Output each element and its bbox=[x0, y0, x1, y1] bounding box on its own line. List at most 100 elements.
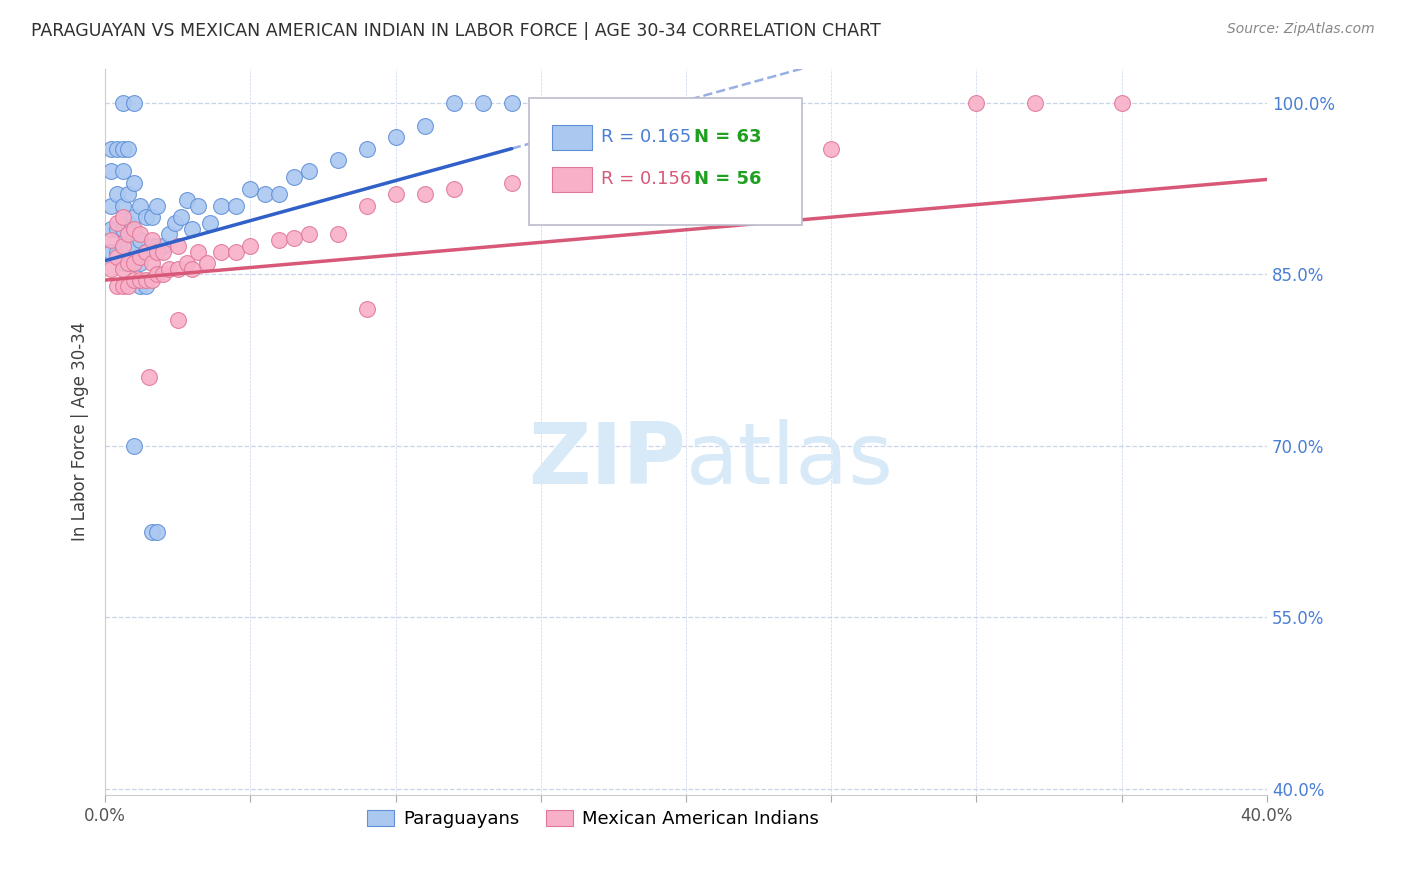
Point bbox=[558, 176, 581, 190]
Point bbox=[443, 181, 465, 195]
Point bbox=[105, 216, 128, 230]
Point bbox=[283, 170, 305, 185]
Point bbox=[326, 153, 349, 167]
Point bbox=[501, 95, 523, 110]
Point bbox=[100, 142, 122, 156]
Point bbox=[111, 164, 134, 178]
Point bbox=[225, 199, 247, 213]
Point bbox=[146, 239, 169, 253]
Point bbox=[122, 273, 145, 287]
Point bbox=[239, 181, 262, 195]
Point bbox=[117, 239, 139, 253]
Point bbox=[111, 261, 134, 276]
Point bbox=[141, 273, 163, 287]
Point bbox=[105, 278, 128, 293]
Point bbox=[100, 221, 122, 235]
Text: atlas: atlas bbox=[686, 419, 894, 502]
Text: N = 56: N = 56 bbox=[695, 169, 762, 188]
Point bbox=[269, 187, 291, 202]
Point bbox=[111, 221, 134, 235]
Point bbox=[105, 187, 128, 202]
Point bbox=[1024, 95, 1046, 110]
Point bbox=[129, 233, 152, 247]
Point bbox=[195, 256, 218, 270]
Point bbox=[135, 244, 157, 259]
Point bbox=[356, 301, 378, 316]
Point bbox=[117, 256, 139, 270]
Point bbox=[146, 524, 169, 539]
Point bbox=[163, 216, 186, 230]
Point bbox=[129, 250, 152, 264]
Point bbox=[138, 370, 160, 384]
Point bbox=[225, 244, 247, 259]
Point bbox=[356, 142, 378, 156]
Point bbox=[129, 278, 152, 293]
Point bbox=[111, 278, 134, 293]
Point bbox=[966, 95, 988, 110]
Point bbox=[100, 233, 122, 247]
FancyBboxPatch shape bbox=[553, 125, 592, 150]
Text: N = 63: N = 63 bbox=[695, 128, 762, 145]
Point bbox=[129, 199, 152, 213]
Point bbox=[122, 210, 145, 224]
Point bbox=[146, 268, 169, 282]
Point bbox=[166, 261, 188, 276]
Point bbox=[111, 239, 134, 253]
Point bbox=[152, 268, 174, 282]
Point bbox=[111, 199, 134, 213]
Point bbox=[141, 233, 163, 247]
Point bbox=[166, 239, 188, 253]
Point bbox=[384, 130, 406, 145]
Text: Source: ZipAtlas.com: Source: ZipAtlas.com bbox=[1227, 22, 1375, 37]
Point bbox=[187, 199, 209, 213]
Point bbox=[617, 164, 640, 178]
Point bbox=[501, 176, 523, 190]
Point bbox=[152, 239, 174, 253]
Point bbox=[129, 227, 152, 242]
Point bbox=[181, 261, 204, 276]
Point bbox=[105, 250, 128, 264]
Point bbox=[675, 153, 697, 167]
Point bbox=[157, 227, 180, 242]
Point bbox=[413, 119, 436, 133]
Point bbox=[141, 210, 163, 224]
FancyBboxPatch shape bbox=[529, 97, 803, 225]
Point bbox=[176, 193, 198, 207]
FancyBboxPatch shape bbox=[553, 168, 592, 192]
Point bbox=[135, 244, 157, 259]
Point bbox=[135, 244, 157, 259]
Point bbox=[122, 95, 145, 110]
Point bbox=[111, 142, 134, 156]
Point bbox=[297, 164, 319, 178]
Y-axis label: In Labor Force | Age 30-34: In Labor Force | Age 30-34 bbox=[72, 322, 89, 541]
Point bbox=[117, 216, 139, 230]
Point bbox=[239, 239, 262, 253]
Point bbox=[326, 227, 349, 242]
Point bbox=[253, 187, 276, 202]
Text: ZIP: ZIP bbox=[529, 419, 686, 502]
Point bbox=[135, 210, 157, 224]
Point bbox=[100, 199, 122, 213]
Point bbox=[146, 199, 169, 213]
Point bbox=[129, 256, 152, 270]
Point bbox=[105, 142, 128, 156]
Point bbox=[122, 239, 145, 253]
Point bbox=[443, 95, 465, 110]
Point bbox=[117, 227, 139, 242]
Point bbox=[146, 244, 169, 259]
Point bbox=[297, 227, 319, 242]
Text: R = 0.165: R = 0.165 bbox=[602, 128, 692, 145]
Point bbox=[111, 210, 134, 224]
Point bbox=[100, 244, 122, 259]
Point bbox=[117, 256, 139, 270]
Point bbox=[122, 176, 145, 190]
Point bbox=[198, 216, 221, 230]
Point bbox=[187, 244, 209, 259]
Point bbox=[471, 95, 494, 110]
Point bbox=[283, 231, 305, 245]
Point bbox=[1111, 95, 1133, 110]
Point bbox=[111, 95, 134, 110]
Point bbox=[141, 256, 163, 270]
Point bbox=[141, 239, 163, 253]
Point bbox=[117, 187, 139, 202]
